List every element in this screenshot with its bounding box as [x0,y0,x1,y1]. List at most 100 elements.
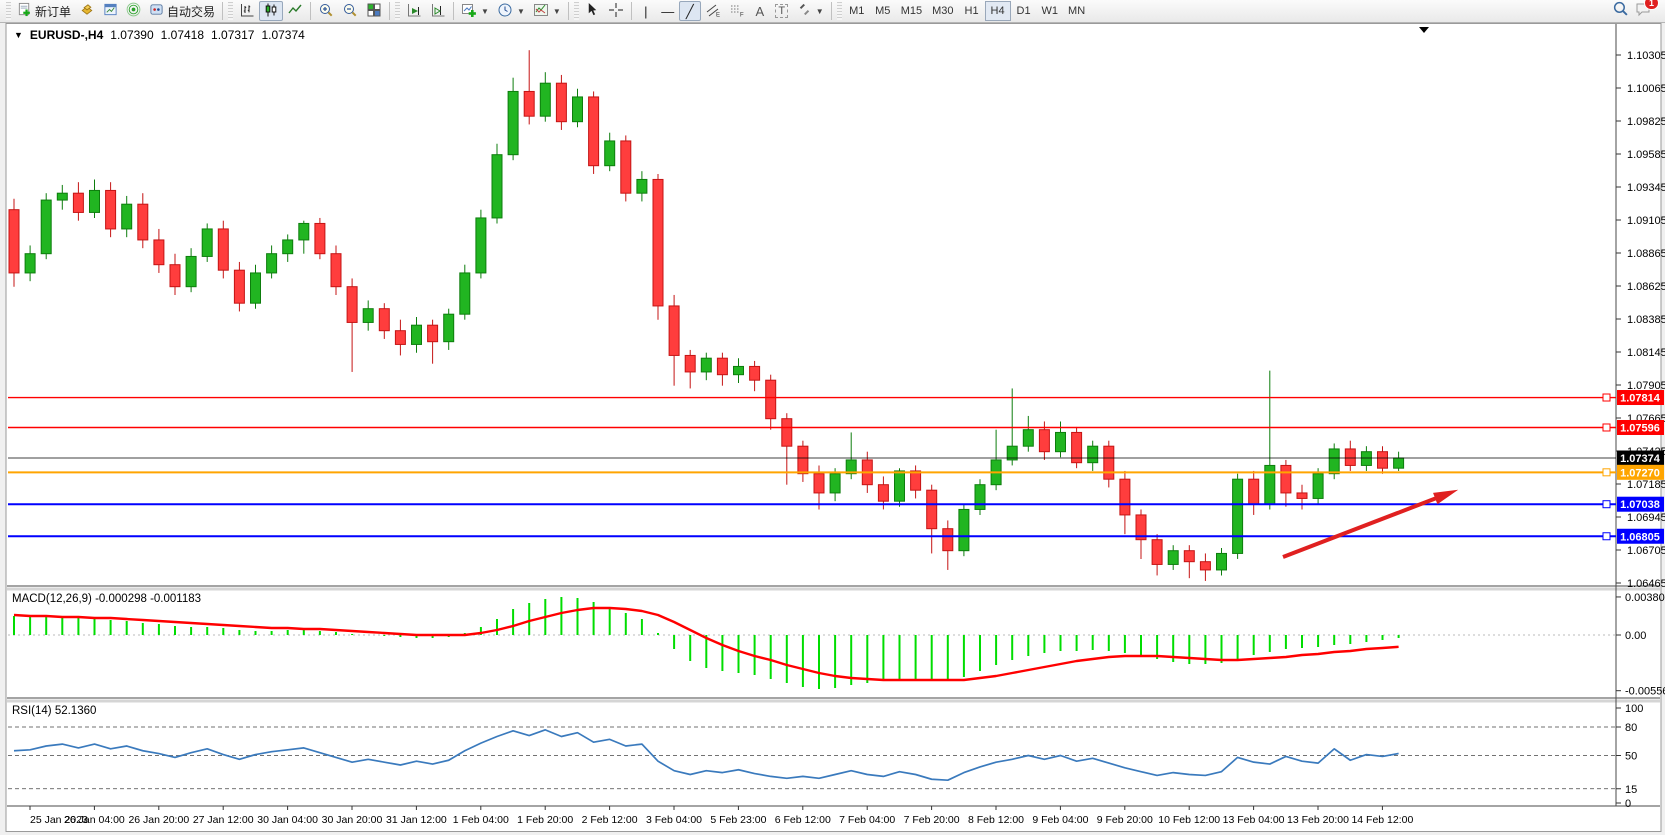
scroll-position-marker[interactable] [1419,27,1429,33]
candle[interactable] [636,178,648,194]
line-chart-mode-button[interactable] [283,1,307,21]
candle[interactable] [362,308,374,323]
candle[interactable] [1071,431,1083,464]
candle[interactable] [217,228,229,271]
candle[interactable] [427,324,439,343]
candle[interactable] [507,90,519,156]
candle[interactable] [797,445,809,475]
candle[interactable] [1344,448,1356,466]
timeframe-button-M15[interactable]: M15 [900,5,923,17]
candle[interactable] [1006,445,1018,461]
fibonacci-tool-button[interactable]: F [725,1,749,21]
candle[interactable] [1151,539,1163,565]
trendline-tool-button[interactable]: ╱ [678,1,701,21]
candle[interactable] [378,308,390,332]
candle[interactable] [910,470,922,491]
level-line-handle[interactable] [1602,423,1611,432]
toolbar-drag-handle[interactable] [6,2,11,20]
candle[interactable] [926,489,938,530]
candle[interactable] [1393,457,1405,469]
candle[interactable] [8,209,20,274]
candle[interactable] [539,82,551,117]
candle[interactable] [1377,451,1388,469]
candle[interactable] [137,203,149,241]
candle[interactable] [1199,561,1211,571]
market-watch-button[interactable] [99,1,122,21]
candle[interactable] [1264,464,1276,505]
auto-scroll-button[interactable] [402,1,426,21]
candle[interactable] [781,418,793,447]
tile-windows-button[interactable] [362,1,386,21]
level-line-handle[interactable] [1602,468,1611,477]
cursor-tool-button[interactable] [581,1,604,21]
autotrading-button[interactable]: 自动交易 [145,1,219,21]
candle[interactable] [1103,445,1115,480]
search-icon[interactable] [1612,0,1629,22]
candle[interactable] [813,473,825,494]
candle[interactable] [523,90,535,117]
toolbar-drag-handle[interactable] [395,2,401,20]
candle[interactable] [266,253,278,274]
timeframe-button-H1[interactable]: H1 [964,5,979,17]
timeframe-button-W1[interactable]: W1 [1041,5,1059,17]
candle[interactable] [1055,431,1066,453]
candle[interactable] [491,154,503,219]
candle[interactable] [72,192,84,213]
candle[interactable] [604,140,616,167]
candle[interactable] [330,253,342,288]
candle[interactable] [1296,492,1308,499]
candle[interactable] [1248,478,1260,505]
candle[interactable] [765,379,777,420]
candle[interactable] [153,239,165,266]
candle[interactable] [1167,550,1179,565]
level-line-handle[interactable] [1602,393,1611,402]
level-line-handle[interactable] [1602,500,1611,509]
candle[interactable] [1232,478,1244,554]
candle[interactable] [1312,473,1324,499]
candle[interactable] [716,357,728,376]
candle[interactable] [845,459,857,475]
periods-button[interactable]: ▼ [493,1,529,21]
pane-splitter[interactable] [7,699,1660,703]
candle[interactable] [411,324,422,345]
candle[interactable] [1328,448,1340,475]
candle[interactable] [1022,429,1034,447]
collapse-triangle-icon[interactable]: ▼ [14,30,23,40]
text-tool-button[interactable]: A [749,1,771,21]
crosshair-tool-button[interactable] [604,1,628,21]
toolbar-drag-handle[interactable] [228,2,234,20]
chart-shift-button[interactable] [426,1,450,21]
level-line-handle[interactable] [1602,532,1611,541]
candle[interactable] [56,192,68,201]
candle[interactable] [233,269,245,304]
candle[interactable] [974,484,986,510]
gold-button[interactable] [75,1,99,21]
candle[interactable] [475,217,487,274]
candle[interactable] [394,330,406,345]
candle[interactable] [572,96,583,123]
timeframe-button-M1[interactable]: M1 [849,5,865,17]
signals-button[interactable] [122,1,145,21]
candle[interactable] [1216,552,1227,571]
candle[interactable] [958,508,970,552]
candle[interactable] [298,222,310,241]
templates-button[interactable]: ▼ [529,1,565,21]
candle[interactable] [588,96,600,167]
channel-tool-button[interactable]: E [701,1,725,21]
candle[interactable] [620,140,632,194]
candle[interactable] [89,189,100,213]
candle[interactable] [668,305,680,356]
candle[interactable] [24,253,36,274]
timeframe-button-M5[interactable]: M5 [875,5,891,17]
candle[interactable] [684,354,696,373]
candle[interactable] [443,313,455,343]
toolbar-drag-handle[interactable] [836,2,842,20]
candle[interactable] [121,203,133,230]
candle[interactable] [1087,445,1099,464]
new-order-button[interactable]: 新订单 [13,1,75,21]
timeframe-button-H4[interactable]: H4 [984,1,1011,21]
trend-arrow-annotation[interactable] [1282,492,1448,559]
candle[interactable] [105,189,117,230]
candle[interactable] [749,365,761,381]
